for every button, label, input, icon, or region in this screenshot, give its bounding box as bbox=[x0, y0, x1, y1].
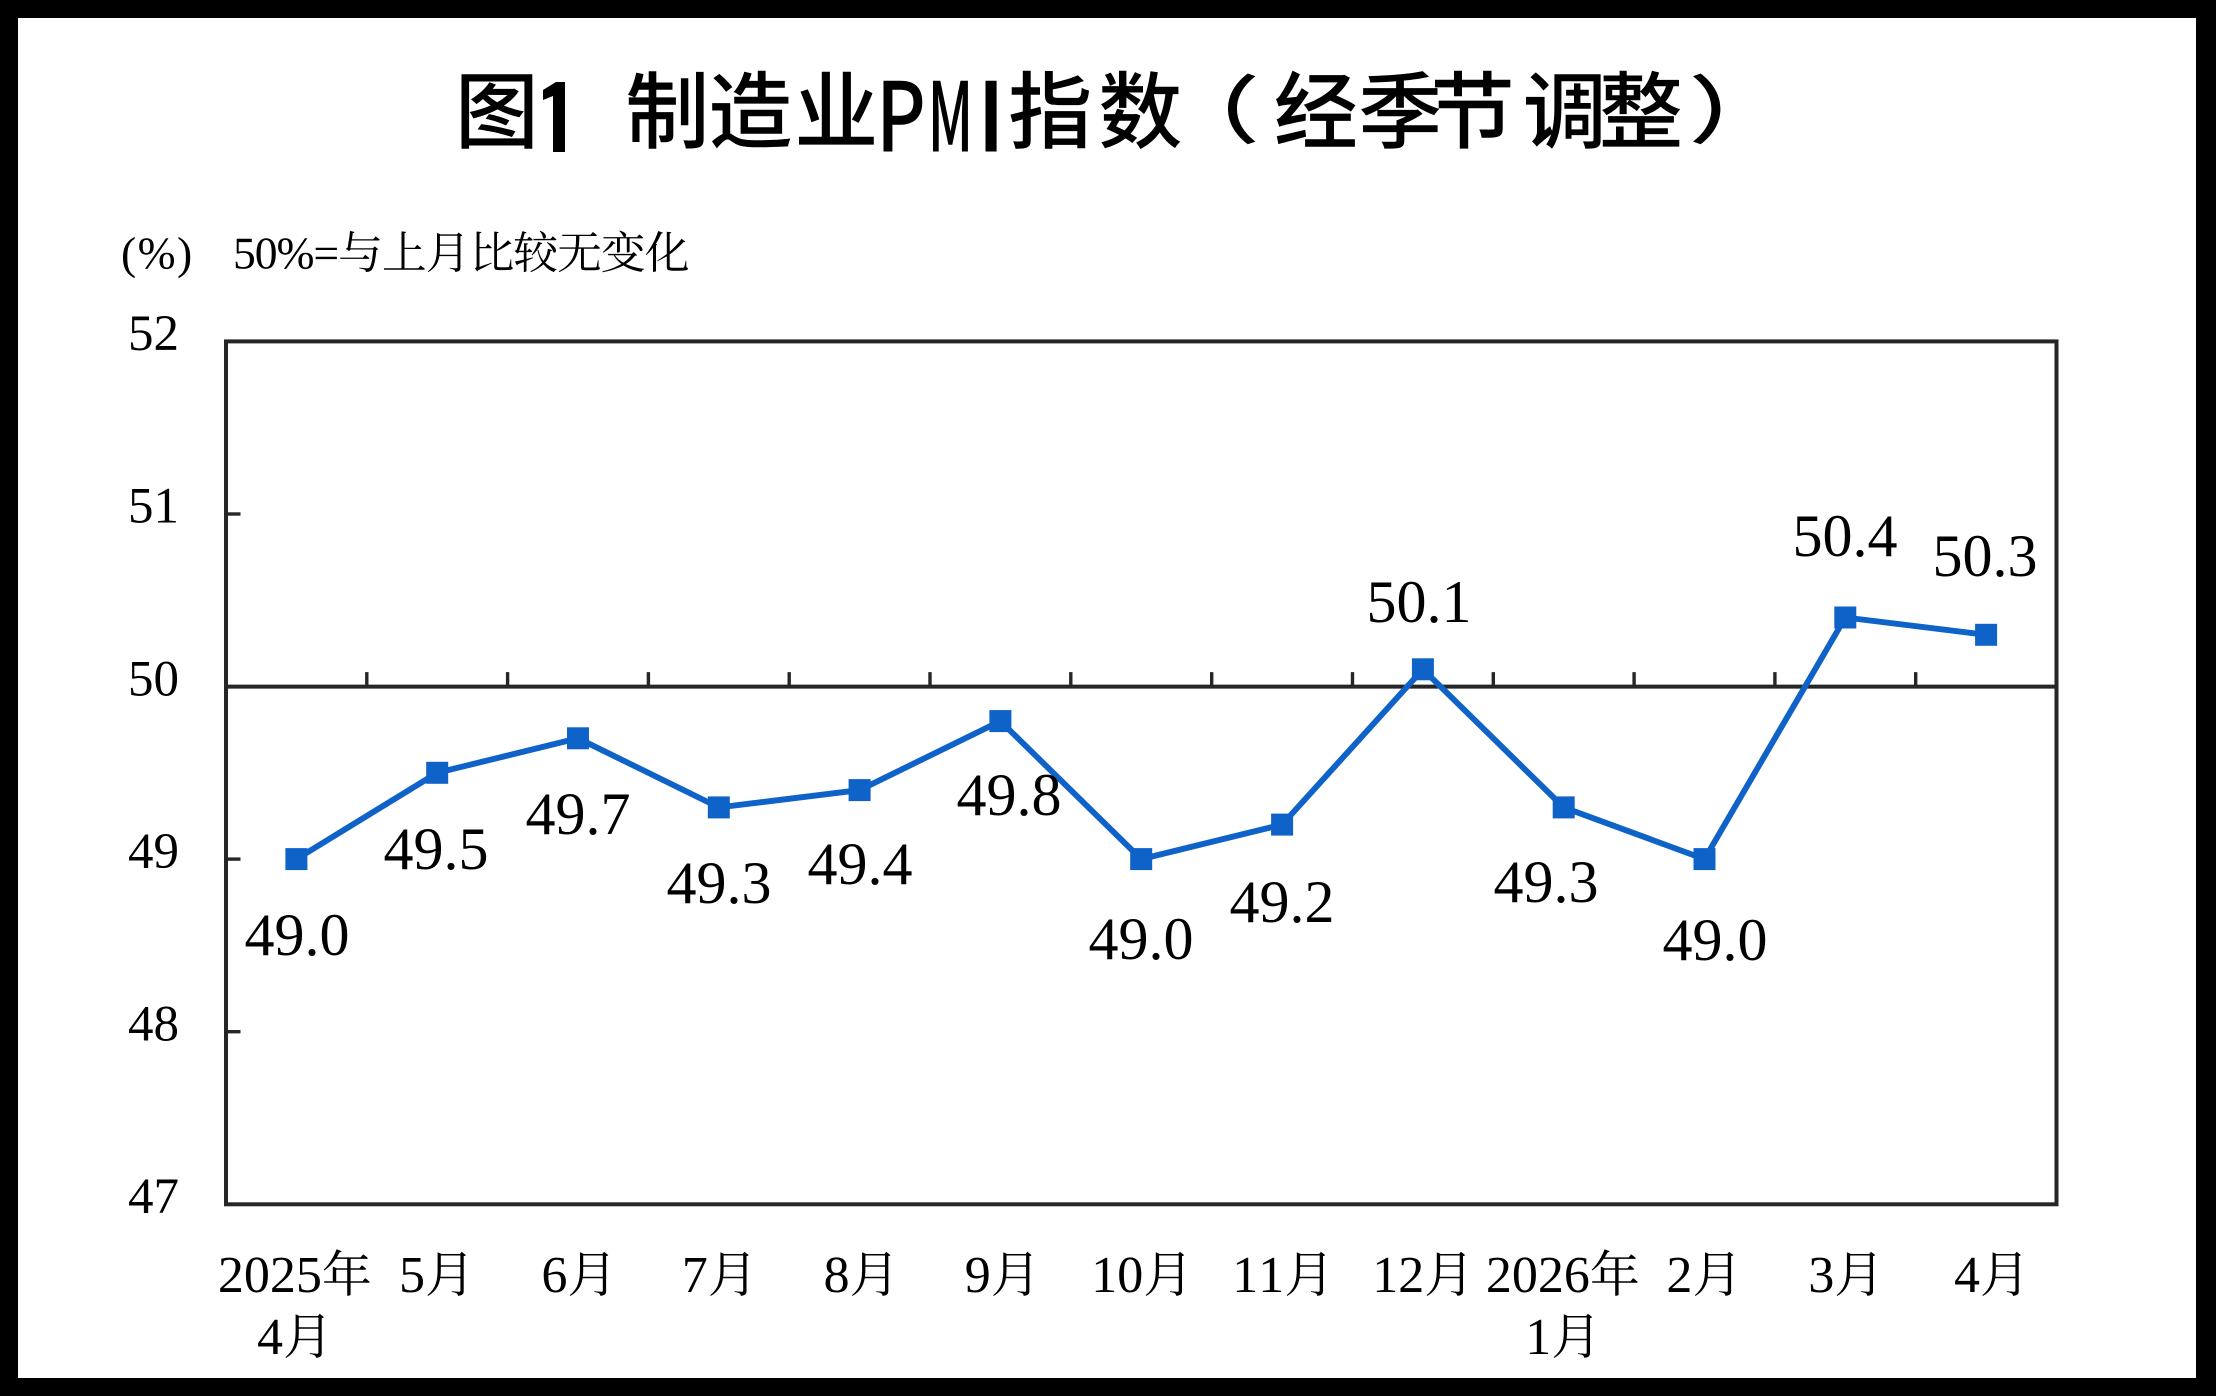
svg-text:49.0: 49.0 bbox=[1089, 906, 1194, 972]
svg-text:47: 47 bbox=[128, 1169, 179, 1225]
svg-text:50.3: 50.3 bbox=[1933, 523, 2038, 589]
svg-text:49.5: 49.5 bbox=[384, 816, 489, 882]
svg-text:51: 51 bbox=[128, 479, 179, 535]
svg-text:48: 48 bbox=[128, 997, 179, 1053]
svg-text:49.7: 49.7 bbox=[526, 781, 631, 847]
svg-text:49.2: 49.2 bbox=[1230, 869, 1335, 935]
svg-text:49.4: 49.4 bbox=[808, 831, 913, 897]
svg-text:49.3: 49.3 bbox=[1494, 849, 1599, 915]
svg-text:49.0: 49.0 bbox=[245, 902, 350, 968]
svg-text:49.8: 49.8 bbox=[957, 762, 1062, 828]
svg-text:49.0: 49.0 bbox=[1663, 907, 1768, 973]
svg-text:50.1: 50.1 bbox=[1367, 569, 1472, 635]
svg-text:49.3: 49.3 bbox=[667, 850, 772, 916]
svg-text:52: 52 bbox=[128, 306, 179, 362]
svg-text:49: 49 bbox=[128, 824, 179, 880]
svg-text:50.4: 50.4 bbox=[1793, 503, 1898, 569]
svg-text:50: 50 bbox=[128, 651, 179, 707]
